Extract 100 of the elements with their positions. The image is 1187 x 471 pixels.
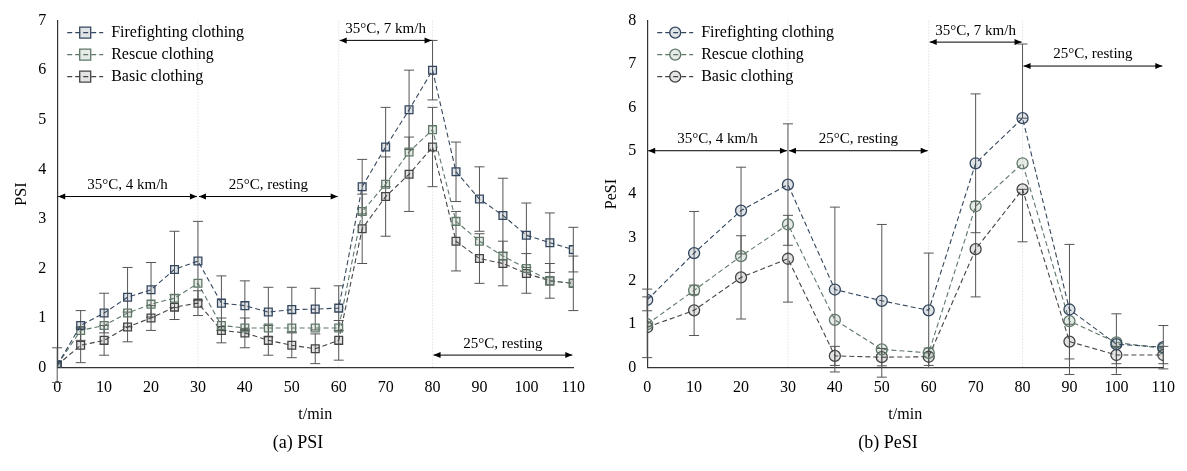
point [357,182,367,192]
point [123,292,133,302]
x-tick-label: 100 [514,378,539,396]
legend-label: Rescue clothing [111,44,214,63]
legend-label: Rescue clothing [701,44,804,63]
point [474,236,484,246]
point [498,210,508,220]
point [193,298,203,308]
point [76,340,86,350]
y-tick-label: 6 [38,60,47,78]
point [76,320,86,330]
point [263,307,273,317]
point [474,194,484,204]
point [404,147,414,157]
x-tick-label: 80 [424,378,441,396]
point [781,218,795,231]
x-tick-label: 90 [1061,378,1078,396]
x-tick-label: 10 [96,378,113,396]
annotation: 25°C, resting [463,334,544,351]
point [216,298,226,308]
x-tick-label: 110 [1151,378,1175,396]
x-tick-label: 10 [686,378,703,396]
point [193,256,203,266]
point [381,192,391,202]
point [310,304,320,314]
x-tick-label: 40 [236,378,253,396]
point [1063,335,1076,348]
point [781,178,795,191]
point [922,304,935,317]
point [263,323,273,333]
point [1016,157,1029,170]
legend-label: Basic clothing [701,66,794,85]
point [310,344,320,354]
point [828,349,842,363]
x-axis-title: t/min [888,404,923,422]
x-tick-label: 0 [643,378,652,396]
point [357,224,367,234]
x-tick-label: 20 [733,378,750,396]
x-tick-label: 40 [826,378,843,396]
x-axis-title: t/min [298,404,333,422]
point [99,320,109,330]
legend-label: Basic clothing [111,66,204,85]
text: (b) PeSI [857,432,919,453]
point [1016,112,1029,125]
y-axis-title: PeSI [601,178,619,210]
x-tick-label: 20 [143,378,160,396]
x-tick-label: 70 [967,378,984,396]
point [828,283,842,296]
point [428,65,438,75]
point [146,299,156,309]
point [381,179,391,189]
point [428,125,438,135]
point [310,323,320,333]
x-tick-label: 30 [779,378,796,396]
y-tick-label: 3 [38,209,47,227]
text: (a) PSI [271,432,325,453]
point [240,323,250,333]
point [687,284,701,297]
point [875,343,888,356]
y-tick-label: 6 [628,97,637,115]
point [357,206,367,216]
point [922,346,935,359]
y-tick-label: 4 [628,184,637,202]
point [428,142,438,152]
point [828,313,842,327]
x-tick-label: 50 [283,378,300,396]
point [240,301,250,311]
point [404,169,414,179]
point [521,230,531,240]
point [334,303,344,313]
point [474,254,484,264]
annotation: 25°C, resting [228,175,309,192]
point [969,157,982,170]
y-tick-label: 8 [628,10,637,28]
point [875,294,888,307]
x-tick-label: 90 [471,378,488,396]
y-tick-label: 7 [38,10,47,28]
point [123,322,133,332]
y-tick-label: 1 [628,314,637,332]
point [687,246,701,260]
x-tick-label: 110 [561,378,585,396]
point [451,216,461,226]
point [99,308,109,318]
annotation: 35°C, 7 km/h [935,21,1017,38]
annotation: 35°C, 4 km/h [87,175,169,192]
point [263,335,273,345]
y-tick-label: 5 [628,140,637,158]
y-tick-label: 0 [628,357,637,375]
point [146,285,156,295]
point [169,264,180,274]
annotation: 35°C, 4 km/h [677,130,759,147]
y-tick-label: 5 [38,109,47,127]
point [1063,303,1076,316]
point [404,105,414,115]
annotation: 25°C, resting [818,130,899,147]
y-tick-label: 3 [628,227,637,245]
point [687,304,701,317]
y-tick-label: 1 [38,308,47,326]
point [216,320,226,330]
point [381,142,391,152]
